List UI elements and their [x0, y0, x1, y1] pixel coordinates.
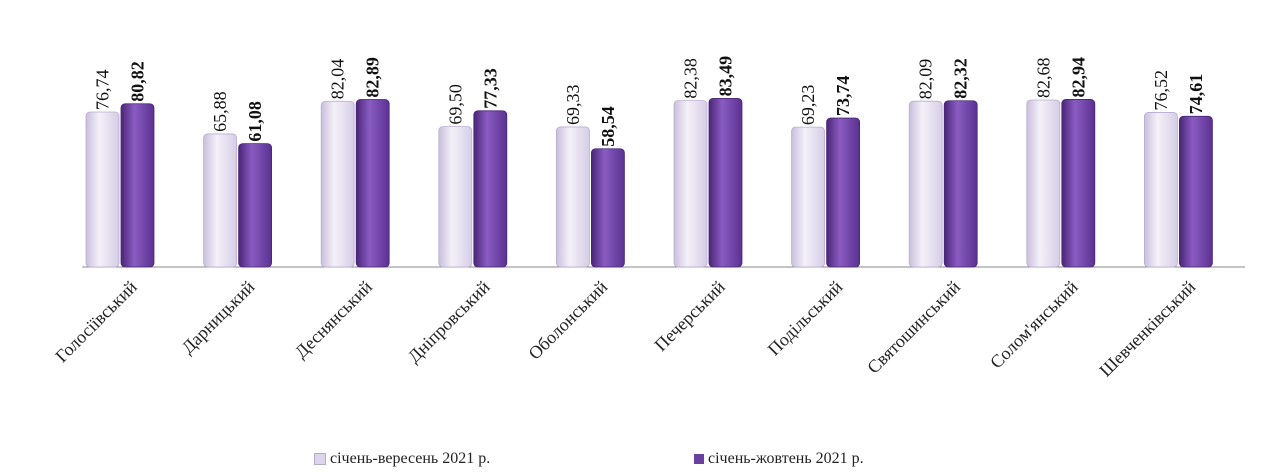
data-label-series-2-6: 73,74	[833, 76, 853, 117]
legend-swatch-series-1	[314, 453, 326, 465]
bar-series-1-8	[1026, 99, 1061, 268]
data-label-series-1-6: 69,23	[798, 85, 818, 126]
bar-series-2-7	[943, 100, 978, 268]
category-label-6: Подільський	[764, 276, 847, 359]
category-label-8: Солом'янський	[986, 276, 1082, 372]
bar-series-1-1	[203, 133, 238, 268]
bar-series-2-8	[1061, 99, 1096, 268]
category-label-7: Святошинський	[863, 276, 964, 377]
bar-series-1-2	[320, 100, 355, 268]
data-label-series-2-0: 80,82	[128, 61, 148, 102]
bar-series-1-3	[438, 126, 473, 268]
bar-series-2-4	[591, 148, 625, 268]
category-label-9: Шевченківський	[1095, 276, 1199, 380]
data-label-series-2-7: 82,32	[951, 58, 971, 99]
data-label-series-1-7: 82,09	[916, 59, 936, 100]
category-label-4: Оболонський	[524, 276, 611, 363]
legend-label-series-2: січень-жовтень 2021 р.	[708, 450, 864, 467]
data-label-series-1-4: 69,33	[563, 84, 583, 125]
data-label-series-1-0: 76,74	[93, 69, 113, 110]
bar-series-1-7	[908, 100, 943, 268]
category-label-5: Печерський	[650, 276, 729, 355]
data-label-series-2-8: 82,94	[1068, 57, 1088, 98]
bar-series-1-6	[791, 126, 825, 268]
data-label-series-2-9: 74,61	[1186, 74, 1206, 115]
bar-series-2-2	[355, 99, 390, 268]
data-label-series-1-3: 69,50	[445, 84, 465, 125]
data-label-series-2-5: 83,49	[716, 56, 736, 97]
category-label-0: Голосіївський	[51, 276, 141, 366]
bar-series-2-0	[120, 103, 155, 268]
bar-series-1-5	[673, 100, 708, 268]
data-label-series-2-4: 58,54	[598, 106, 618, 147]
bar-series-1-9	[1144, 112, 1178, 268]
bar-series-2-9	[1179, 115, 1213, 268]
bar-series-2-3	[473, 110, 508, 268]
data-label-series-2-3: 77,33	[480, 68, 500, 109]
data-label-series-2-1: 61,08	[245, 101, 265, 142]
category-label-2: Деснянський	[291, 276, 377, 362]
legend-item-series-1: січень-вересень 2021 р.	[314, 448, 490, 470]
bar-series-2-1	[238, 143, 273, 268]
category-label-3: Дніпровський	[404, 276, 494, 366]
data-label-series-1-8: 82,68	[1033, 57, 1053, 98]
bar-series-2-6	[826, 117, 860, 268]
legend-label-series-1: січень-вересень 2021 р.	[330, 450, 491, 467]
bar-series-1-0	[85, 111, 120, 268]
data-label-series-2-2: 82,89	[363, 57, 383, 98]
legend-swatch-series-2	[694, 454, 704, 464]
data-label-series-1-5: 82,38	[681, 58, 701, 99]
data-label-series-1-1: 65,88	[210, 91, 230, 131]
data-label-series-1-9: 76,52	[1151, 70, 1171, 111]
data-label-series-1-2: 82,04	[328, 59, 348, 100]
bar-series-1-4	[556, 126, 590, 268]
legend-item-series-2: січень-жовтень 2021 р.	[694, 448, 864, 470]
bar-series-2-5	[708, 97, 743, 268]
category-label-1: Дарницький	[178, 276, 259, 357]
